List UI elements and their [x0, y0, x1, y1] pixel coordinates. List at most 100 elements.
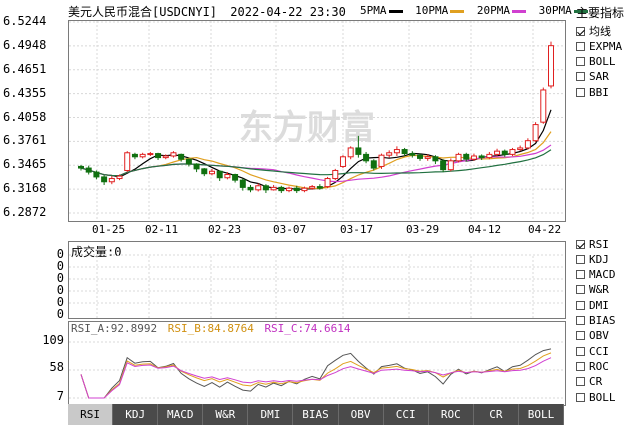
candle	[286, 186, 293, 193]
price-tick-label: 6.3761	[3, 133, 47, 148]
tab-wr[interactable]: W&R	[203, 404, 249, 425]
candle	[532, 122, 539, 143]
date-tick-label: 03-29	[406, 223, 440, 236]
candle	[278, 185, 285, 194]
tab-kdj[interactable]: KDJ	[113, 404, 159, 425]
side-main-title: 主要指标	[576, 6, 625, 20]
tab-obv[interactable]: OBV	[339, 404, 384, 425]
checkbox[interactable]	[576, 254, 585, 264]
date-tick-label: 01-25	[92, 223, 126, 236]
tab-cr[interactable]: CR	[474, 404, 519, 425]
candle	[501, 149, 508, 157]
indicator-option[interactable]: DMI	[576, 298, 609, 312]
checkbox[interactable]	[576, 57, 585, 67]
candle	[162, 154, 169, 160]
date-tick-label: 03-07	[273, 223, 307, 236]
volume-panel[interactable]: 成交量:0	[68, 241, 566, 319]
ma-legend-5: 5PMA	[360, 4, 403, 17]
indicator-option[interactable]: BBI	[576, 85, 609, 99]
candle	[232, 173, 239, 183]
candle	[208, 168, 215, 176]
candle	[424, 154, 431, 161]
candle	[463, 152, 470, 162]
candle	[324, 176, 331, 189]
price-tick-label: 6.3168	[3, 181, 47, 196]
rsi-legend: RSI_A:92.8992 RSI_B:84.8764 RSI_C:74.661…	[71, 322, 351, 335]
checkbox-checked[interactable]	[576, 26, 585, 36]
indicator-option[interactable]: MACD	[576, 268, 616, 282]
candle	[417, 153, 424, 161]
checkbox[interactable]	[576, 361, 585, 371]
checkbox[interactable]	[576, 72, 585, 82]
volume-tick-label: 0	[56, 295, 64, 309]
candle	[239, 178, 246, 191]
checkbox[interactable]	[576, 331, 585, 341]
indicator-option[interactable]: BIAS	[576, 314, 616, 328]
checkbox-checked[interactable]	[576, 239, 585, 249]
candle	[178, 153, 185, 162]
indicator-option-label: W&R	[589, 283, 609, 297]
indicator-option[interactable]: EXPMA	[576, 39, 622, 53]
candle	[386, 150, 393, 158]
checkbox[interactable]	[576, 300, 585, 310]
rsi-line-a	[80, 348, 552, 399]
checkbox[interactable]	[576, 377, 585, 387]
tab-dmi[interactable]: DMI	[248, 404, 294, 425]
checkbox[interactable]	[576, 87, 585, 97]
indicator-option-label: BOLL	[589, 55, 616, 69]
candle	[131, 152, 138, 160]
tab-rsi[interactable]: RSI	[68, 404, 114, 425]
chart-header: 美元人民币混合[USDCNYI] 2022-04-22 23:30	[68, 3, 346, 20]
candle	[309, 184, 316, 190]
candle	[170, 151, 177, 158]
ma-line-30	[80, 149, 552, 177]
date-tick-label: 02-23	[208, 223, 242, 236]
rsi-panel[interactable]: RSI_A:92.8992 RSI_B:84.8764 RSI_C:74.661…	[68, 321, 566, 406]
volume-tick-label: 0	[56, 271, 64, 285]
ma-legend-10: 10PMA	[415, 4, 465, 17]
date-tick-label: 04-22	[528, 223, 562, 236]
tab-macd[interactable]: MACD	[158, 404, 204, 425]
tab-cci[interactable]: CCI	[384, 404, 429, 425]
volume-tick-label: 0	[56, 247, 64, 261]
price-tick-label: 6.4948	[3, 37, 47, 52]
indicator-option-label: MACD	[589, 268, 616, 282]
candle	[124, 151, 131, 173]
checkbox[interactable]	[576, 270, 585, 280]
indicator-option[interactable]: CR	[576, 375, 602, 389]
candle	[548, 41, 554, 89]
indicator-option[interactable]: W&R	[576, 283, 609, 297]
candle	[293, 185, 300, 194]
indicator-option[interactable]: ROC	[576, 359, 609, 373]
candle	[255, 183, 262, 192]
rsi-chart	[69, 341, 565, 399]
checkbox[interactable]	[576, 392, 585, 402]
rsi-line-b	[80, 352, 552, 399]
candle	[108, 176, 115, 185]
checkbox[interactable]	[576, 41, 585, 51]
volume-tick-label: 0	[56, 283, 64, 297]
indicator-option[interactable]: 均线	[576, 24, 611, 38]
tab-bias[interactable]: BIAS	[293, 404, 339, 425]
checkbox[interactable]	[576, 346, 585, 356]
rsi-a-label: RSI_A:92.8992	[71, 322, 158, 335]
indicator-option[interactable]: OBV	[576, 329, 609, 343]
date-tick-label: 04-12	[468, 223, 502, 236]
indicator-option[interactable]: KDJ	[576, 252, 609, 266]
price-tick-label: 6.4651	[3, 61, 47, 76]
tab-roc[interactable]: ROC	[429, 404, 474, 425]
indicator-option[interactable]: BOLL	[576, 390, 616, 404]
indicator-option[interactable]: BOLL	[576, 55, 616, 69]
checkbox[interactable]	[576, 285, 585, 295]
volume-label: 成交量:0	[71, 245, 122, 259]
candle	[301, 186, 308, 193]
candle	[101, 175, 108, 185]
price-chart: 东方财富	[69, 21, 565, 221]
tab-boll[interactable]: BOLL	[519, 404, 565, 425]
indicator-option[interactable]: RSI	[576, 237, 609, 251]
indicator-option[interactable]: SAR	[576, 70, 609, 84]
checkbox[interactable]	[576, 316, 585, 325]
candle	[185, 158, 192, 167]
indicator-option[interactable]: CCI	[576, 344, 609, 358]
price-panel[interactable]: 东方财富	[68, 20, 566, 222]
